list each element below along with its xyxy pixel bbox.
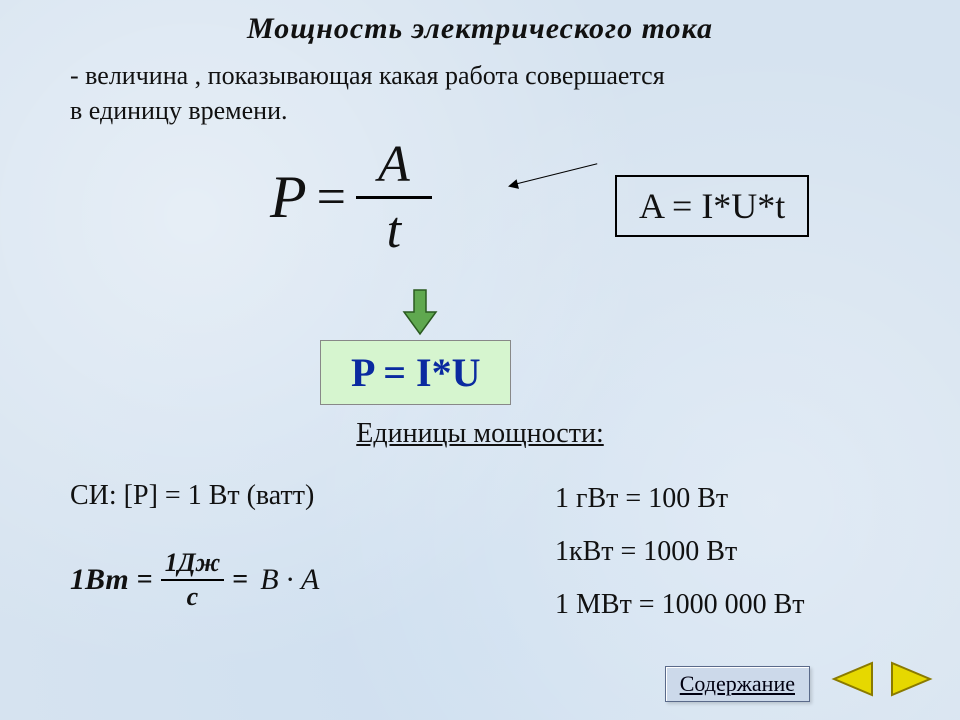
definition-text: - величина , показывающая какая работа с…: [70, 58, 890, 128]
definition-line-2: в единицу времени.: [70, 96, 288, 125]
units-list: 1 гВт = 100 Вт 1кВт = 1000 Вт 1 МВт = 10…: [555, 472, 805, 632]
triangle-left-icon: [828, 659, 876, 699]
unit-item: 1 МВт = 1000 000 Вт: [555, 578, 805, 631]
formula-fraction: A t: [356, 135, 432, 260]
triangle-right-icon: [888, 659, 936, 699]
result-formula-box: P = I*U: [320, 340, 511, 405]
watt-numerator: 1Дж: [161, 548, 225, 581]
si-unit-line: СИ: [P] = 1 Вт (ватт): [70, 480, 314, 512]
units-heading: Единицы мощности:: [0, 418, 960, 450]
watt-eq-sign-2: =: [228, 564, 252, 595]
formula-equals: =: [311, 169, 352, 226]
contents-button[interactable]: Содержание: [665, 666, 810, 702]
formula-p: P: [270, 164, 307, 230]
nav-prev-button[interactable]: [828, 659, 876, 704]
pointer-arrow-icon: [510, 163, 598, 187]
formula-denominator: t: [356, 199, 432, 260]
main-formula: P = A t: [270, 135, 432, 260]
nav-next-button[interactable]: [888, 659, 936, 704]
watt-denominator: с: [161, 581, 225, 612]
page-title: Мощность электрического тока: [0, 12, 960, 46]
formula-numerator: A: [356, 135, 432, 199]
watt-lhs: 1Вт: [70, 563, 129, 596]
watt-fraction: 1Дж с: [161, 548, 225, 612]
unit-item: 1 гВт = 100 Вт: [555, 472, 805, 525]
down-arrow-icon: [400, 288, 440, 341]
watt-equation: 1Вт = 1Дж с = В · А: [70, 548, 319, 612]
work-formula-box: A = I*U*t: [615, 175, 809, 237]
definition-line-1: - величина , показывающая какая работа с…: [70, 61, 665, 90]
watt-rhs: В · А: [256, 563, 319, 596]
watt-eq-sign-1: =: [133, 564, 157, 595]
unit-item: 1кВт = 1000 Вт: [555, 525, 805, 578]
